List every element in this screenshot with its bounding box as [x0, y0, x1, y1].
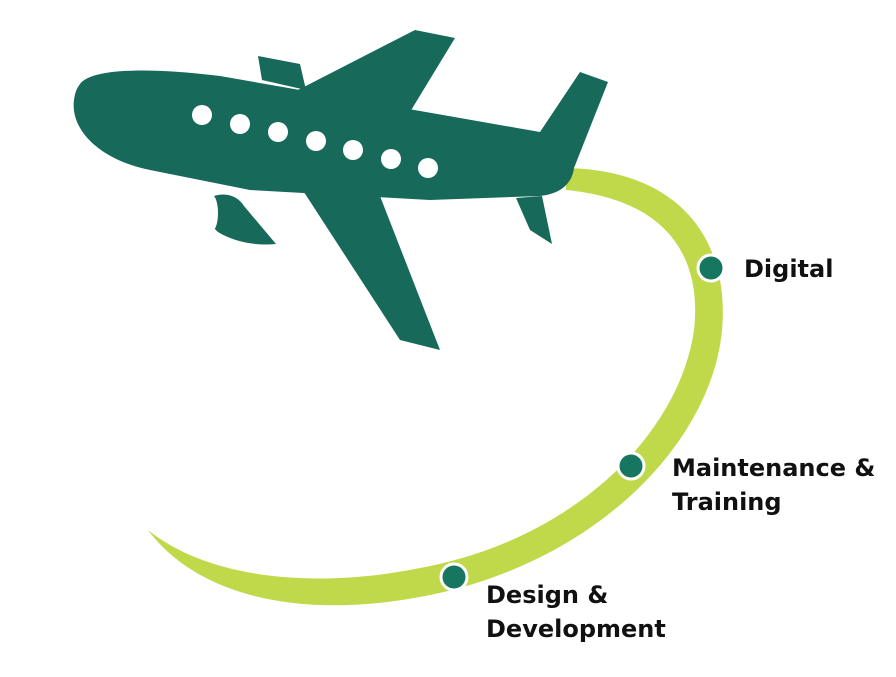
flight-path: [148, 168, 723, 606]
milestone-dot-maintenance: [616, 451, 646, 481]
airplane-windows: [192, 105, 438, 178]
milestone-label-line: Digital: [744, 255, 834, 283]
airplane-engine-intake: [206, 195, 218, 231]
milestone-dot-digital: [696, 253, 726, 283]
milestone-dot-design: [439, 562, 469, 592]
airplane-icon: [73, 30, 608, 350]
airplane-fuselage: [73, 70, 608, 201]
airplane-engine: [207, 194, 276, 245]
milestone-label-line: Design &: [486, 581, 609, 609]
airplane-tail-stabilizer: [516, 196, 552, 244]
milestone-label-design: Design & Development: [486, 578, 666, 646]
milestone-label-line: Development: [486, 615, 666, 643]
milestone-label-digital: Digital: [744, 252, 833, 286]
milestone-label-line: Maintenance &: [672, 454, 876, 482]
milestone-label-maintenance: Maintenance & Training: [672, 451, 875, 519]
airplane-far-wing: [298, 30, 455, 112]
milestone-label-line: Training: [672, 488, 782, 516]
airplane-far-stabilizer: [258, 56, 306, 90]
airplane-near-wing: [300, 186, 440, 350]
